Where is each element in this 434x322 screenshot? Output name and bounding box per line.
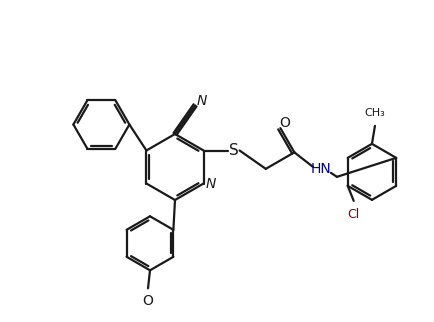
Text: Cl: Cl [348,208,360,221]
Text: N: N [197,94,207,108]
Text: O: O [142,294,154,308]
Text: O: O [279,116,290,130]
Text: HN: HN [311,162,331,176]
Text: S: S [229,143,238,158]
Text: CH₃: CH₃ [365,108,385,118]
Text: N: N [205,176,216,191]
